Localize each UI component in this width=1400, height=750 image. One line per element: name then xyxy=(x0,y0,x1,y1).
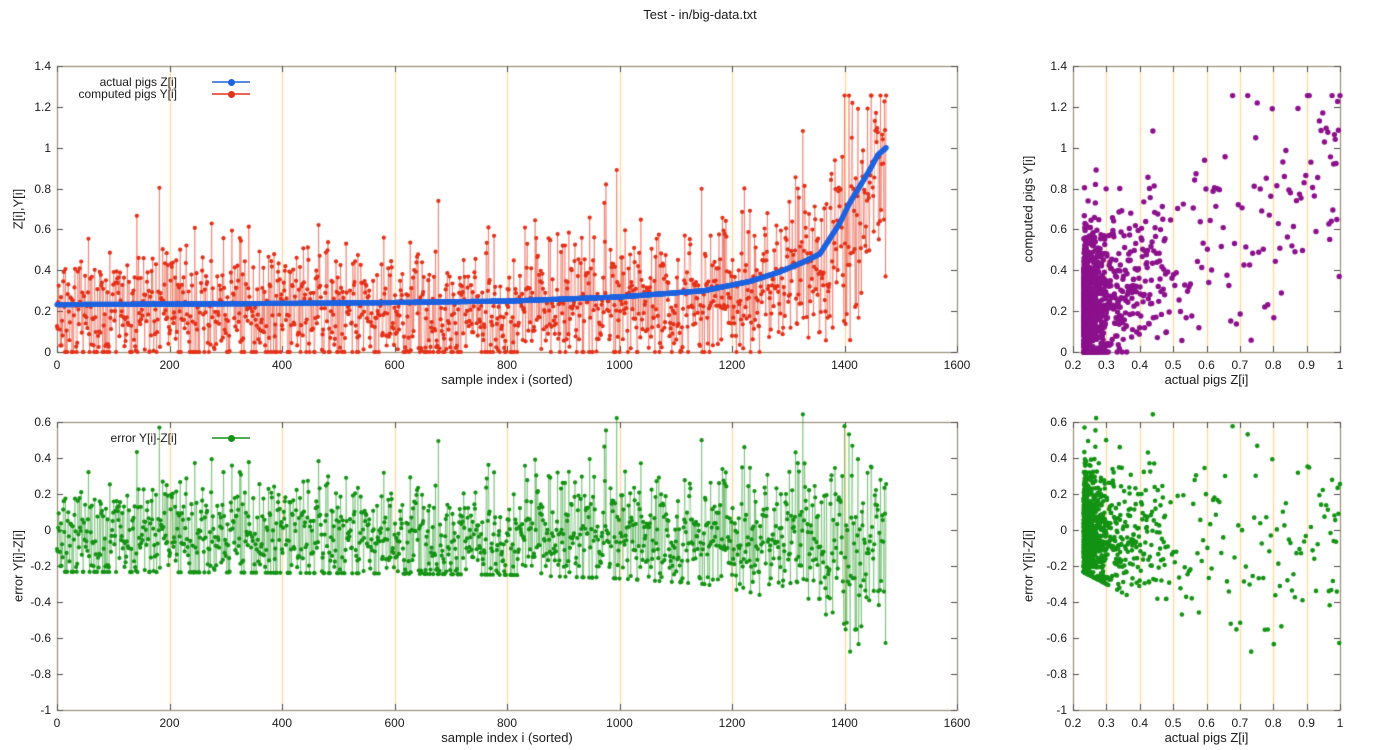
x-tick-label: 0 xyxy=(53,358,61,372)
scatter-zy-x-axis-label: actual pigs Z[i] xyxy=(1164,372,1249,387)
x-tick-label: 1200 xyxy=(718,716,746,730)
x-tick-label: 800 xyxy=(496,716,518,730)
x-tick-label: 600 xyxy=(384,716,405,730)
x-tick-label: 0.3 xyxy=(1098,358,1115,372)
y-tick-label: 0.4 xyxy=(34,263,51,278)
y-tick-label: -1 xyxy=(40,703,51,717)
figure-title: Test - in/big-data.txt xyxy=(643,7,757,22)
y-tick-label: 0 xyxy=(44,523,51,537)
y-tick-label: -1 xyxy=(1056,703,1067,717)
y-tick-label: 0.6 xyxy=(34,222,51,237)
scatter-zerr-x-axis-label: actual pigs Z[i] xyxy=(1164,730,1249,745)
legend-swatch-green xyxy=(212,432,250,444)
x-tick-label: 1 xyxy=(1336,358,1344,372)
y-tick-label: 1.4 xyxy=(34,59,51,73)
y-tick-label: 0 xyxy=(44,345,51,359)
legend-entry-error: error Y[i]-Z[i] xyxy=(57,431,250,445)
x-tick-label: 1 xyxy=(1336,716,1344,730)
y-tick-label: 1.2 xyxy=(34,99,51,114)
x-tick-label: 1000 xyxy=(606,716,633,730)
x-tick-label: 800 xyxy=(496,358,518,372)
legend-swatch-red xyxy=(212,88,250,100)
y-tick-label: 1 xyxy=(1060,140,1067,155)
x-tick-label: 0.9 xyxy=(1298,358,1315,372)
x-tick-label: 0.8 xyxy=(1264,716,1282,730)
y-tick-label: -0.2 xyxy=(1046,559,1067,573)
x-tick-label: 0.6 xyxy=(1198,716,1215,730)
x-tick-label: 1400 xyxy=(831,716,858,730)
x-tick-label: 200 xyxy=(159,716,180,730)
x-tick-label: 400 xyxy=(271,716,293,730)
y-tick-label: -0.8 xyxy=(30,667,51,681)
y-tick-label: 0.2 xyxy=(34,487,51,501)
y-tick-label: 0.2 xyxy=(34,304,51,319)
x-tick-label: 600 xyxy=(384,358,405,372)
x-tick-label: 1000 xyxy=(606,358,633,372)
x-tick-label: 1200 xyxy=(718,358,746,372)
legend-entry-actual-pigs: actual pigs Z[i] xyxy=(57,75,250,89)
x-tick-label: 0.5 xyxy=(1164,358,1182,372)
y-tick-label: 0.2 xyxy=(1050,304,1067,319)
scatter-zy-y-axis-label: computed pigs Y[i] xyxy=(1020,155,1036,263)
y-tick-label: 1.4 xyxy=(1050,59,1067,73)
x-tick-label: 1600 xyxy=(943,716,971,730)
y-tick-label: 0 xyxy=(1060,523,1067,537)
legend-label: computed pigs Y[i] xyxy=(78,87,177,101)
x-tick-label: 0 xyxy=(53,716,61,730)
y-tick-label: -0.6 xyxy=(30,631,51,645)
y-tick-label: 1.2 xyxy=(1050,99,1067,114)
y-tick-label: -0.4 xyxy=(30,595,51,609)
y-tick-label: -0.2 xyxy=(30,559,51,573)
x-tick-label: 0.2 xyxy=(1064,716,1082,730)
y-tick-label: 0.8 xyxy=(34,181,51,196)
legend-swatch-blue xyxy=(212,76,250,88)
y-tick-label: -0.8 xyxy=(1046,667,1067,681)
y-tick-label: 0.2 xyxy=(1050,487,1067,501)
x-tick-label: 0.9 xyxy=(1298,716,1315,730)
legend-label: actual pigs Z[i] xyxy=(99,75,177,89)
x-tick-label: 0.7 xyxy=(1231,716,1249,730)
y-tick-label: 0.6 xyxy=(1050,415,1067,429)
y-tick-label: -0.6 xyxy=(1046,631,1067,645)
y-tick-label: 1 xyxy=(44,140,51,155)
y-tick-label: 0.6 xyxy=(34,415,51,429)
x-tick-label: 0.7 xyxy=(1231,358,1249,372)
y-tick-label: 0.4 xyxy=(1050,263,1067,278)
x-tick-label: 0.5 xyxy=(1164,716,1182,730)
y-tick-label: 0.4 xyxy=(34,451,51,465)
x-tick-label: 0.4 xyxy=(1131,716,1149,730)
y-tick-label: 0.4 xyxy=(1050,451,1067,465)
x-tick-label: 0.4 xyxy=(1131,358,1149,372)
x-tick-label: 0.3 xyxy=(1098,716,1115,730)
x-tick-label: 1600 xyxy=(943,358,971,372)
legend-label: error Y[i]-Z[i] xyxy=(110,431,177,445)
y-tick-label: 0 xyxy=(1060,345,1067,359)
x-tick-label: 400 xyxy=(271,358,293,372)
x-tick-label: 0.2 xyxy=(1064,358,1082,372)
y-tick-label: 0.6 xyxy=(1050,222,1067,237)
y-tick-label: 0.8 xyxy=(1050,181,1067,196)
error-x-axis-label: sample index i (sorted) xyxy=(441,730,573,745)
y-tick-label: -0.4 xyxy=(1046,595,1067,609)
x-tick-label: 0.8 xyxy=(1264,358,1282,372)
x-tick-label: 0.6 xyxy=(1198,358,1215,372)
x-tick-label: 1400 xyxy=(831,358,858,372)
legend-entry-computed-pigs: computed pigs Y[i] xyxy=(57,87,250,101)
main-x-axis-label: sample index i (sorted) xyxy=(441,372,573,387)
x-tick-label: 200 xyxy=(159,358,180,372)
